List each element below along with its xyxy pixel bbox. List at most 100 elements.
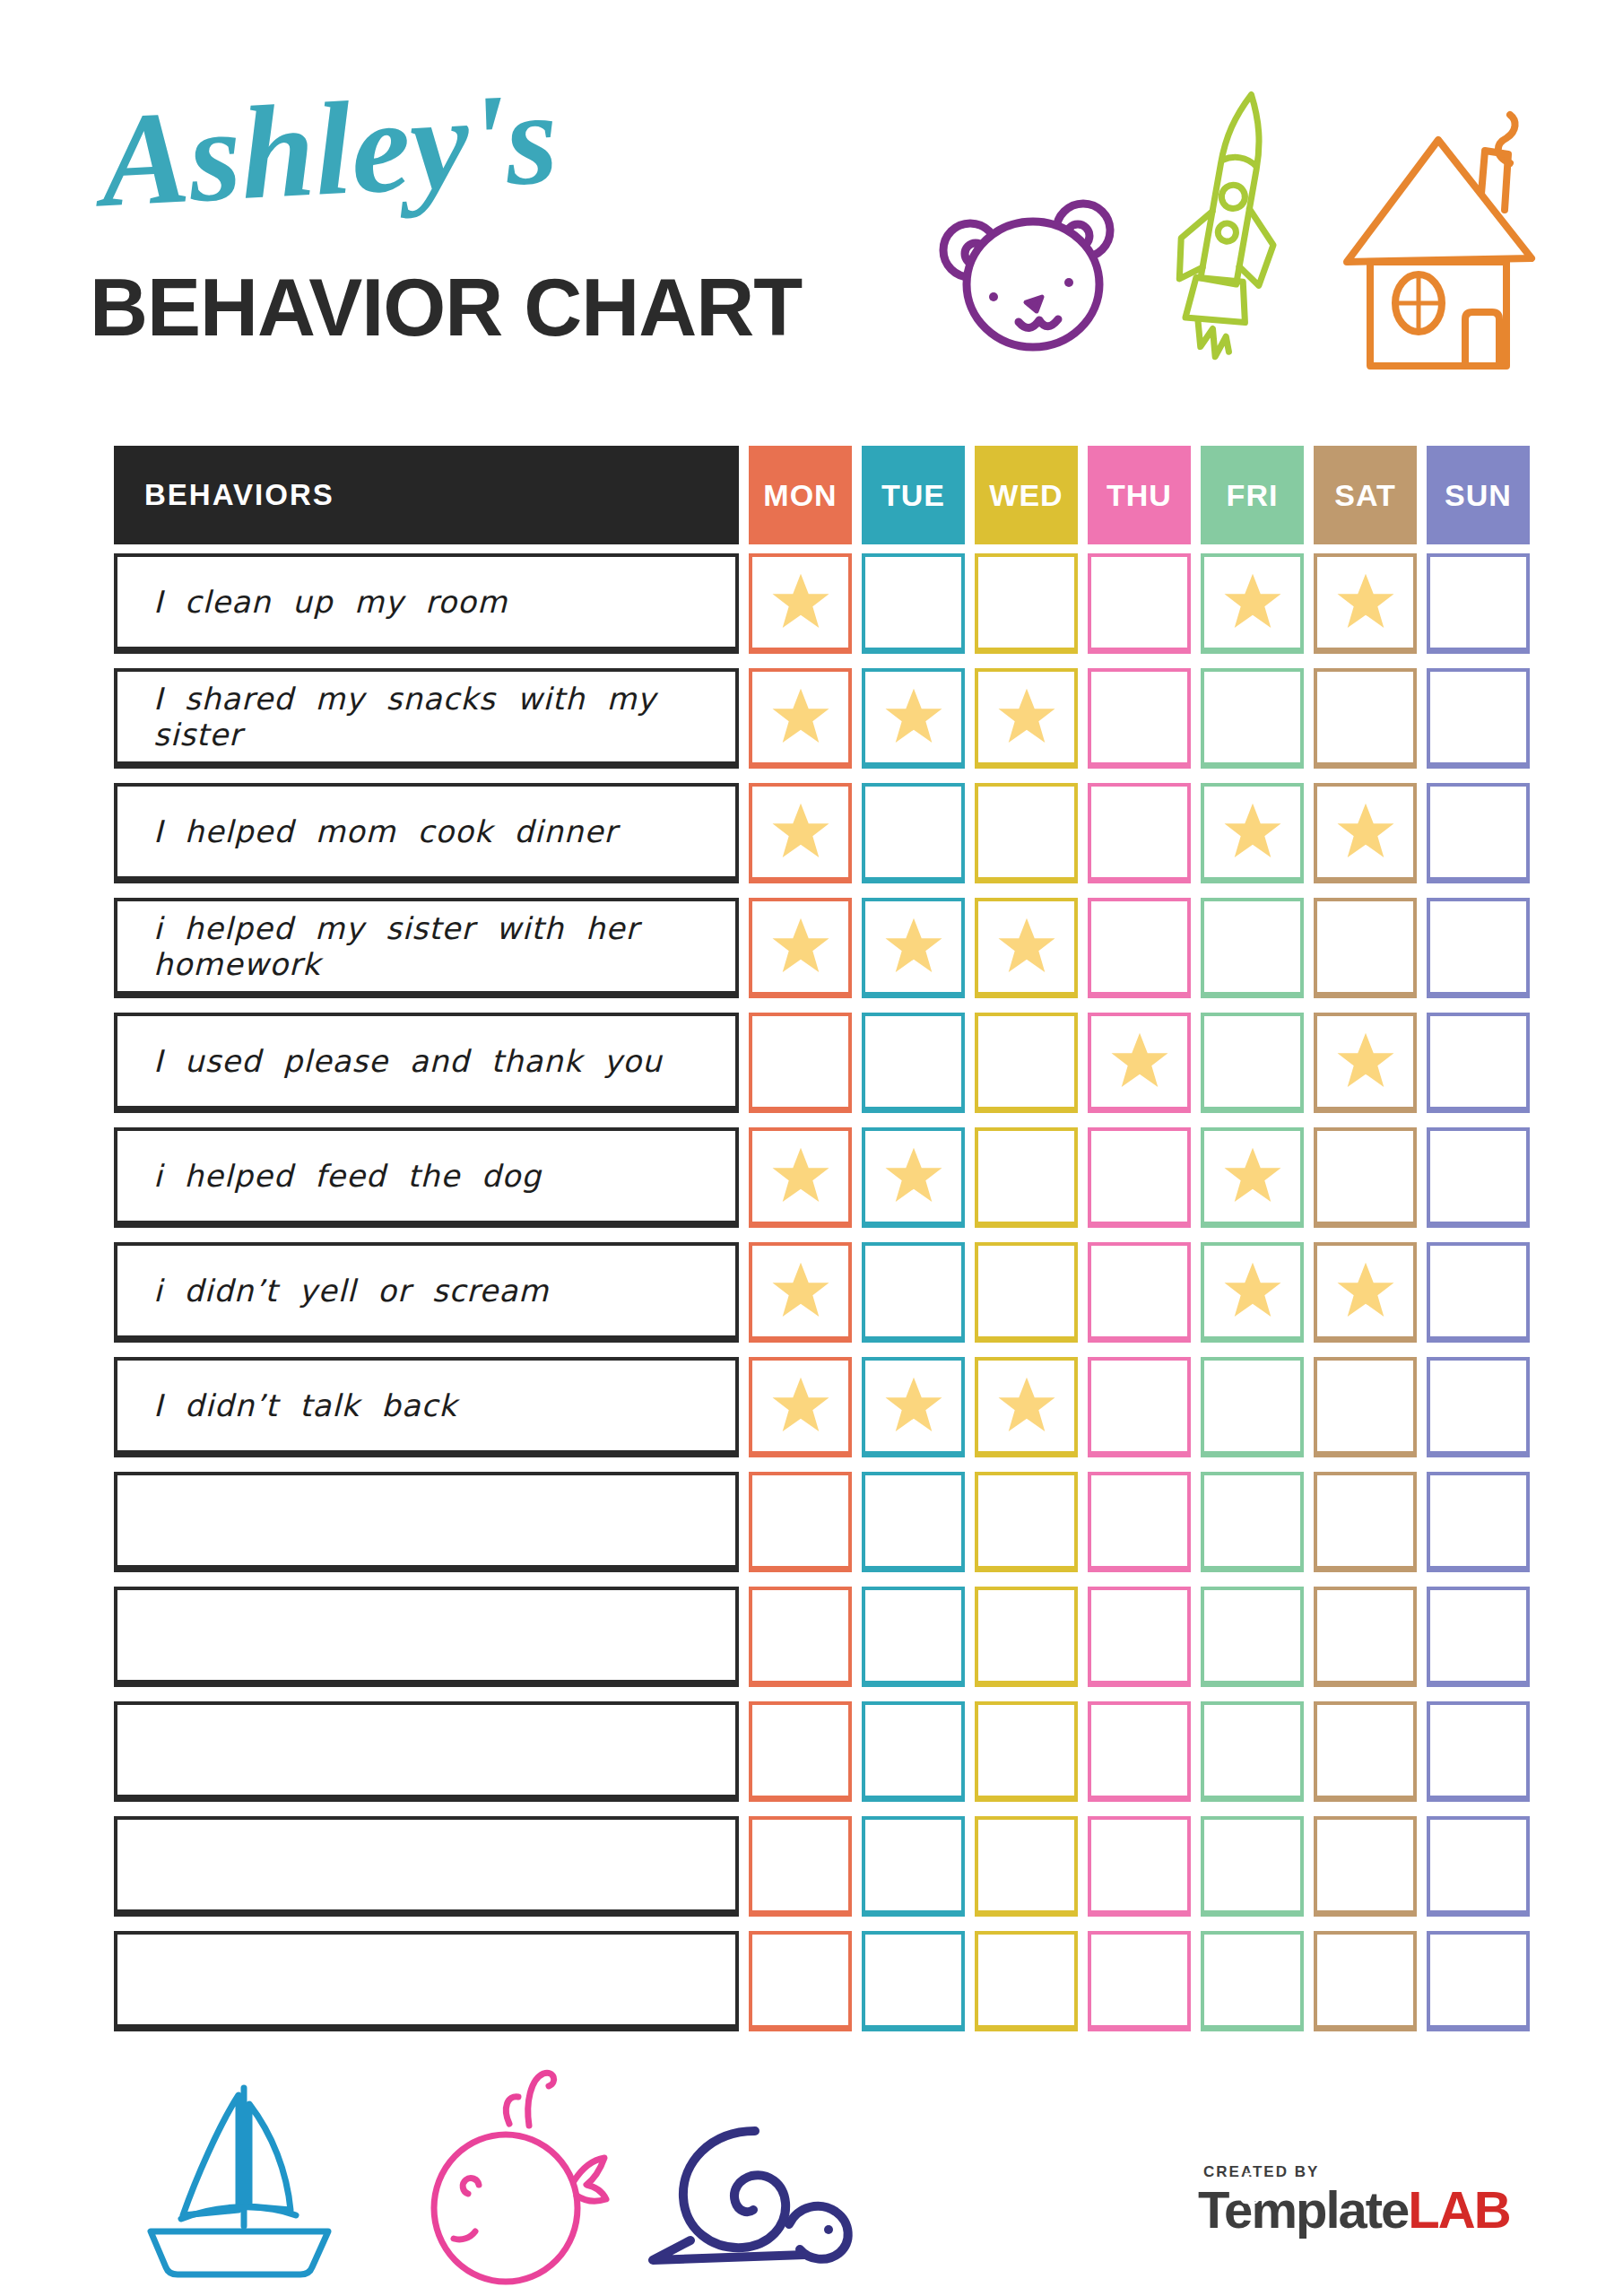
day-header-sun: SUN (1427, 446, 1530, 544)
table-row: i helped feed the dog (114, 1127, 1530, 1228)
cell-sun-row-12 (1427, 1816, 1530, 1917)
table-row: I shared my snacks with my sister (114, 668, 1530, 769)
cell-sat-row-13 (1314, 1931, 1417, 2031)
cell-thu-row-7 (1088, 1242, 1191, 1343)
cell-tue-row-6 (862, 1127, 965, 1228)
cell-thu-row-11 (1088, 1701, 1191, 1802)
whale-icon (414, 2063, 612, 2292)
cell-tue-row-8 (862, 1357, 965, 1457)
behavior-text: I shared my snacks with my sister (153, 681, 735, 752)
cell-thu-row-3 (1088, 783, 1191, 883)
star-icon (994, 916, 1059, 978)
behavior-text: i didn’t yell or scream (153, 1273, 549, 1309)
table-row (114, 1587, 1530, 1687)
behavior-label: I clean up my room (114, 553, 739, 654)
behavior-label (114, 1816, 739, 1917)
cell-tue-row-2 (862, 668, 965, 769)
cell-fri-row-2 (1201, 668, 1304, 769)
star-icon (1220, 571, 1285, 634)
star-icon (1333, 801, 1398, 864)
behavior-label: I helped mom cook dinner (114, 783, 739, 883)
cell-tue-row-5 (862, 1013, 965, 1113)
cell-thu-row-8 (1088, 1357, 1191, 1457)
cell-sat-row-7 (1314, 1242, 1417, 1343)
cell-wed-row-13 (975, 1931, 1078, 2031)
cell-sun-row-6 (1427, 1127, 1530, 1228)
cell-sat-row-4 (1314, 898, 1417, 998)
cell-sat-row-9 (1314, 1472, 1417, 1572)
behavior-text: i helped my sister with her homework (153, 910, 735, 982)
cell-mon-row-3 (749, 783, 852, 883)
cell-mon-row-8 (749, 1357, 852, 1457)
cell-mon-row-13 (749, 1931, 852, 2031)
star-icon (768, 801, 833, 864)
table-row: I helped mom cook dinner (114, 783, 1530, 883)
cell-thu-row-10 (1088, 1587, 1191, 1687)
behavior-chart-table: BEHAVIORSMONTUEWEDTHUFRISATSUNI clean up… (114, 446, 1530, 2046)
cell-mon-row-4 (749, 898, 852, 998)
table-row (114, 1701, 1530, 1802)
table-row (114, 1472, 1530, 1572)
behaviors-column-header: BEHAVIORS (114, 446, 739, 544)
star-icon (1220, 801, 1285, 864)
star-icon (1333, 571, 1398, 634)
behavior-text: i helped feed the dog (153, 1158, 542, 1194)
cell-sat-row-5 (1314, 1013, 1417, 1113)
cell-sat-row-8 (1314, 1357, 1417, 1457)
cell-fri-row-11 (1201, 1701, 1304, 1802)
behavior-text: I used please and thank you (153, 1043, 663, 1079)
cell-tue-row-9 (862, 1472, 965, 1572)
bear-icon (933, 191, 1143, 357)
cell-wed-row-5 (975, 1013, 1078, 1113)
cell-sat-row-10 (1314, 1587, 1417, 1687)
star-icon (881, 1375, 946, 1438)
cell-sun-row-11 (1427, 1701, 1530, 1802)
cell-tue-row-13 (862, 1931, 965, 2031)
rocket-icon (1148, 79, 1305, 395)
cell-thu-row-6 (1088, 1127, 1191, 1228)
day-header-wed: WED (975, 446, 1078, 544)
cell-sun-row-7 (1427, 1242, 1530, 1343)
cell-tue-row-1 (862, 553, 965, 654)
cell-fri-row-1 (1201, 553, 1304, 654)
table-row: I didn’t talk back (114, 1357, 1530, 1457)
cell-fri-row-6 (1201, 1127, 1304, 1228)
sailboat-icon (136, 2079, 343, 2283)
day-header-thu: THU (1088, 446, 1191, 544)
cell-sun-row-10 (1427, 1587, 1530, 1687)
behavior-label: i helped feed the dog (114, 1127, 739, 1228)
star-icon (881, 686, 946, 749)
behavior-label (114, 1472, 739, 1572)
behavior-label (114, 1701, 739, 1802)
cell-tue-row-7 (862, 1242, 965, 1343)
chart-header-row: BEHAVIORSMONTUEWEDTHUFRISATSUN (114, 446, 1530, 544)
cell-sat-row-3 (1314, 783, 1417, 883)
cell-sat-row-12 (1314, 1816, 1417, 1917)
cell-wed-row-3 (975, 783, 1078, 883)
cell-fri-row-10 (1201, 1587, 1304, 1687)
star-icon (1333, 1260, 1398, 1323)
cell-fri-row-7 (1201, 1242, 1304, 1343)
cell-mon-row-7 (749, 1242, 852, 1343)
cell-sun-row-13 (1427, 1931, 1530, 2031)
table-row: i didn’t yell or scream (114, 1242, 1530, 1343)
cell-thu-row-5 (1088, 1013, 1191, 1113)
flask-icon (1239, 2171, 1261, 2207)
snail-icon (638, 2118, 876, 2271)
star-icon (768, 1375, 833, 1438)
behavior-chart-page: Ashley's BEHAVIOR CHART (0, 0, 1623, 2296)
cell-mon-row-11 (749, 1701, 852, 1802)
behavior-text: I helped mom cook dinner (153, 813, 617, 849)
cell-wed-row-12 (975, 1816, 1078, 1917)
cell-tue-row-3 (862, 783, 965, 883)
cell-mon-row-9 (749, 1472, 852, 1572)
cell-sun-row-4 (1427, 898, 1530, 998)
star-icon (768, 686, 833, 749)
cell-thu-row-13 (1088, 1931, 1191, 2031)
cell-sat-row-11 (1314, 1701, 1417, 1802)
table-row: i helped my sister with her homework (114, 898, 1530, 998)
star-icon (1107, 1031, 1172, 1093)
cell-sun-row-3 (1427, 783, 1530, 883)
behavior-label (114, 1931, 739, 2031)
brand-template-text: Template (1198, 2180, 1408, 2239)
